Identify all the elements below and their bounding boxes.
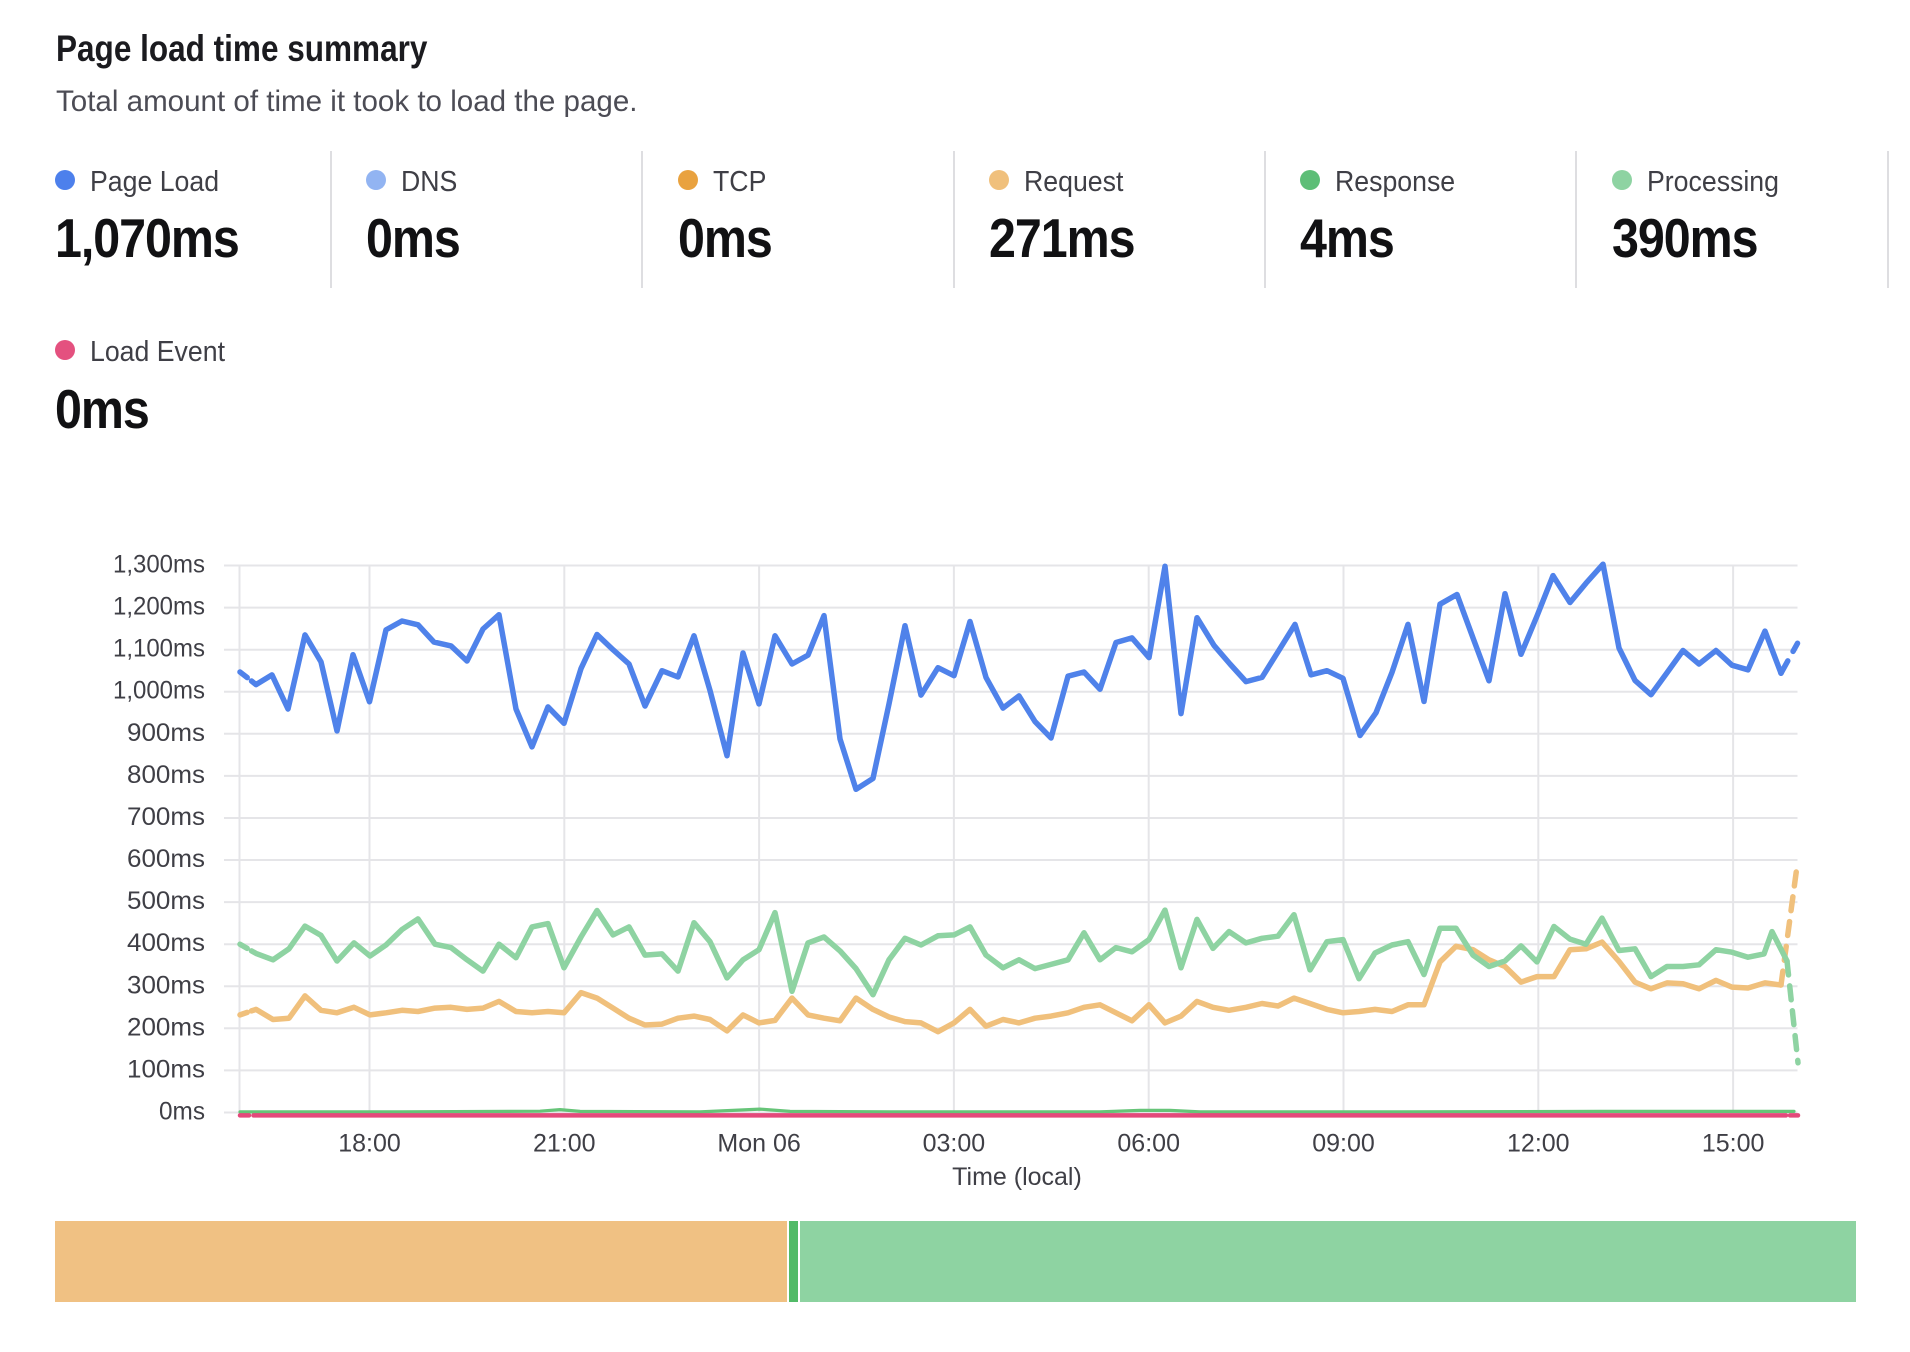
svg-text:0ms: 0ms: [159, 1098, 205, 1126]
svg-text:Time (local): Time (local): [952, 1163, 1082, 1191]
svg-text:900ms: 900ms: [127, 719, 205, 747]
svg-text:400ms: 400ms: [127, 929, 205, 957]
svg-text:800ms: 800ms: [127, 761, 205, 789]
svg-text:18:00: 18:00: [338, 1130, 401, 1158]
svg-text:09:00: 09:00: [1312, 1130, 1375, 1158]
svg-text:700ms: 700ms: [127, 803, 205, 831]
svg-text:Mon 06: Mon 06: [717, 1130, 800, 1158]
svg-text:03:00: 03:00: [923, 1130, 986, 1158]
svg-text:100ms: 100ms: [127, 1055, 205, 1083]
svg-text:1,200ms: 1,200ms: [113, 593, 205, 621]
svg-text:200ms: 200ms: [127, 1013, 205, 1041]
svg-text:300ms: 300ms: [127, 971, 205, 999]
svg-text:15:00: 15:00: [1702, 1130, 1765, 1158]
svg-text:1,100ms: 1,100ms: [113, 635, 205, 663]
svg-text:21:00: 21:00: [533, 1130, 596, 1158]
svg-text:1,000ms: 1,000ms: [113, 677, 205, 705]
svg-text:600ms: 600ms: [127, 845, 205, 873]
svg-text:06:00: 06:00: [1117, 1130, 1180, 1158]
svg-text:12:00: 12:00: [1507, 1130, 1570, 1158]
svg-text:500ms: 500ms: [127, 887, 205, 915]
svg-text:1,300ms: 1,300ms: [113, 551, 205, 579]
